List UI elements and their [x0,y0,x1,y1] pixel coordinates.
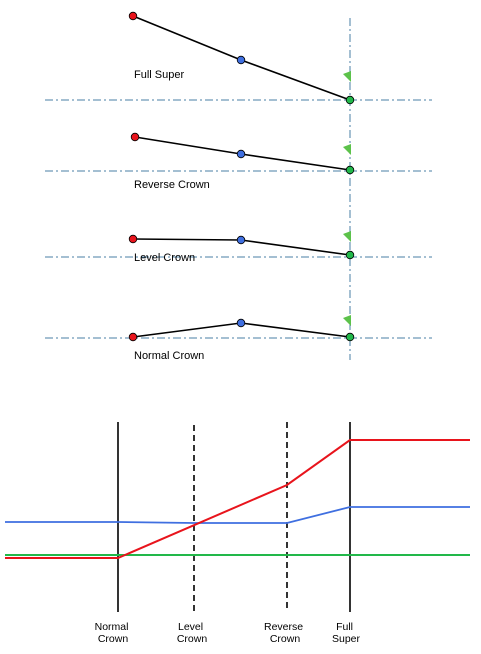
cross-section-label: Full Super [134,69,184,81]
centerline-point [236,149,246,159]
right-edge-point [345,332,355,342]
cross-section-normal-crown: Normal Crown [128,315,355,362]
cross-section-full-super: Full Super [128,11,355,105]
cross-section-label: Normal Crown [134,350,204,362]
station-label-normal-crown: Normal Crown [95,621,132,645]
pivot-flag-icon [343,315,351,326]
right-edge-point [345,95,355,105]
centerline-profile [5,506,470,524]
centerline-point [236,235,246,245]
pivot-flag-icon [343,144,351,155]
cross-section-label: Level Crown [134,252,195,264]
station-label-reverse-crown: Reverse Crown [264,621,306,645]
left-edge-point [128,234,138,244]
pivot-flag-icon [343,231,351,242]
cross-section-reverse-crown: Reverse Crown [130,132,355,191]
station-label-full-super: Full Super [332,621,361,645]
cross-section-label: Reverse Crown [134,179,210,191]
pivot-flag-icon [343,71,351,82]
cross-section-level-crown: Level Crown [128,231,355,264]
right-edge-point [345,250,355,260]
profile-panel: Normal Crown Level Crown Reverse Crown F… [5,422,470,645]
left-edge-point [128,332,138,342]
right-edge-point [345,165,355,175]
cross-section-panel: Full Super Reverse Crown Level Crown [45,11,432,362]
left-edge-point [130,132,140,142]
centerline-point [236,55,246,65]
left-edge-point [128,11,138,21]
station-label-level-crown: Level Crown [177,621,208,645]
centerline-point [236,318,246,328]
left-edge-profile [5,439,470,559]
